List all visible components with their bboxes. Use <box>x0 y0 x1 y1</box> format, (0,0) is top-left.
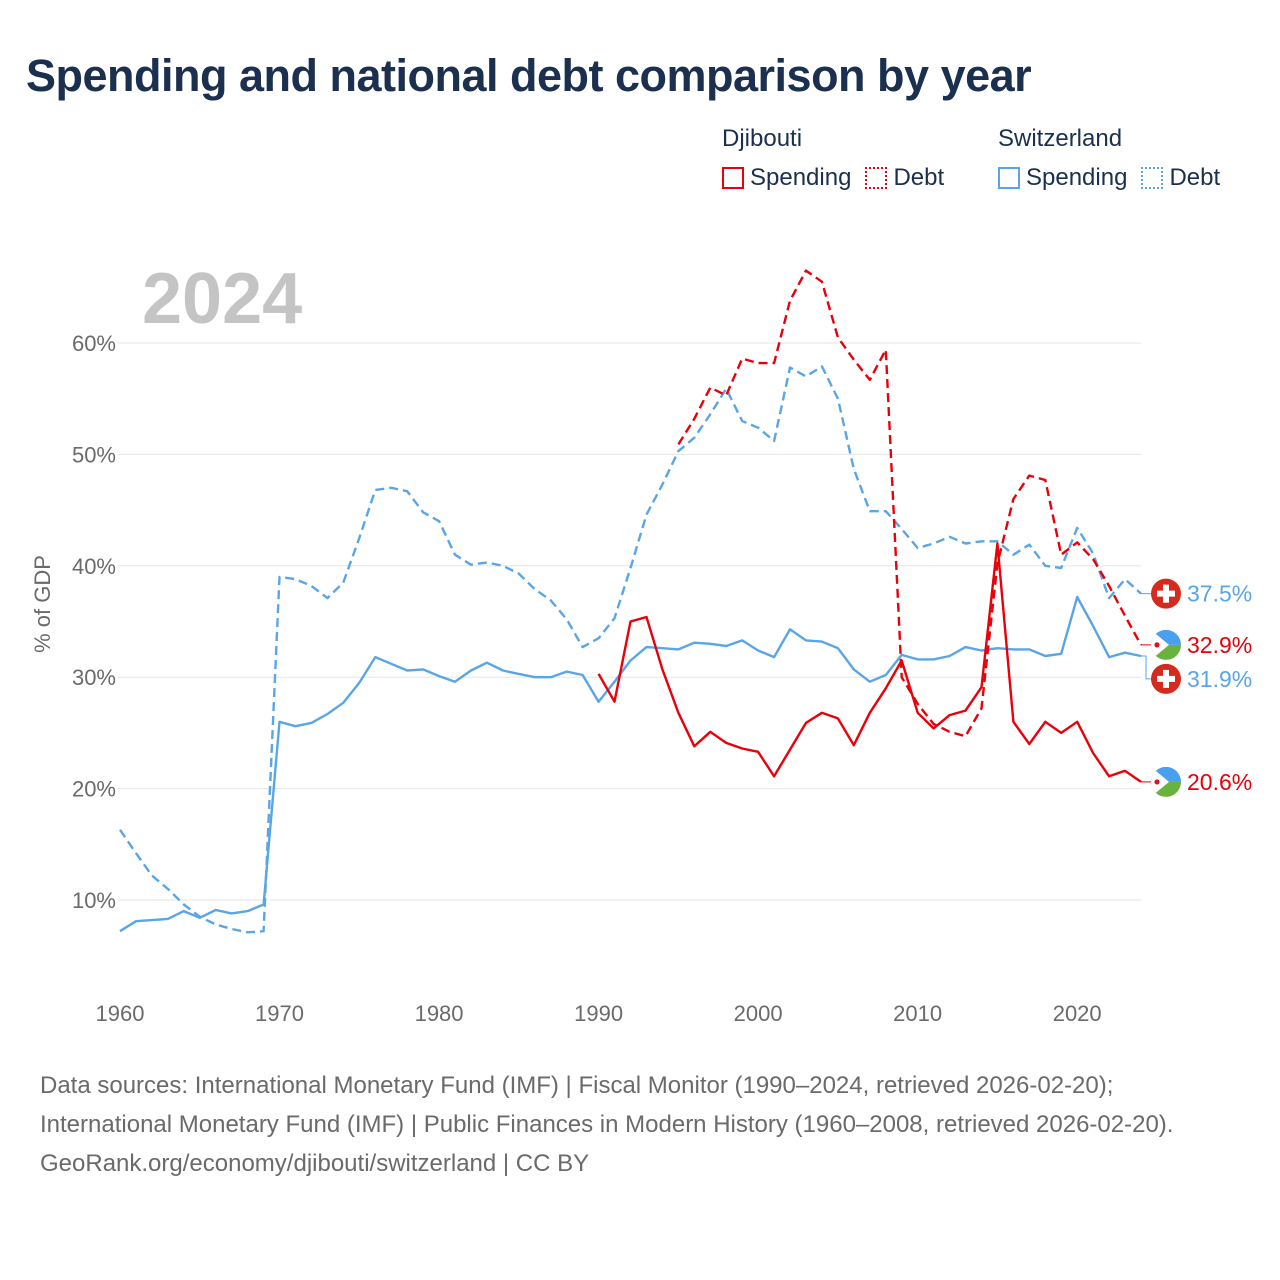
line-chart: 2024 % of GDP 10% 20% 30% 40% 50% 60% 1960 1970… <box>30 259 1252 1026</box>
x-tick-label: 1990 <box>574 1001 623 1026</box>
y-tick-label: 30% <box>72 665 116 690</box>
grid-lines <box>118 342 1141 901</box>
end-value-label: 37.5% <box>1187 581 1252 607</box>
end-value-label: 32.9% <box>1187 632 1252 658</box>
end-value-label: 31.9% <box>1187 666 1252 692</box>
legend-label: Debt <box>893 164 945 191</box>
switzerland-flag-icon <box>1151 578 1181 609</box>
legend-entry-djibouti-debt[interactable]: Debt <box>865 164 944 192</box>
y-tick-label: 20% <box>72 777 116 802</box>
x-tick-label: 2020 <box>1053 1001 1102 1026</box>
legend-entry-switzerland-spending[interactable]: Spending <box>998 164 1127 192</box>
legend-swatch-dotted <box>1141 167 1164 189</box>
legend-label: Spending <box>750 164 852 191</box>
x-tick-label: 2000 <box>734 1001 783 1026</box>
djibouti-flag-icon <box>1151 766 1181 797</box>
x-tick-label: 1970 <box>255 1001 304 1026</box>
legend-group-title: Djibouti <box>722 125 803 152</box>
legend-label: Debt <box>1169 164 1221 191</box>
x-tick-label: 1960 <box>96 1001 145 1026</box>
end-value-label: 20.6% <box>1187 769 1252 795</box>
axis-ticks: 10% 20% 30% 40% 50% 60% 1960 1970 1980 1990 2000 20… <box>72 331 1102 1026</box>
data-sources: Data sources: International Monetary Fun… <box>40 1072 1174 1138</box>
legend-group-title: Switzerland <box>998 125 1123 152</box>
year-watermark: 2024 <box>142 259 302 339</box>
y-tick-label: 60% <box>72 331 116 356</box>
series-line-switzerland-spending[interactable] <box>119 595 1142 933</box>
legend-entry-djibouti-spending[interactable]: Spending <box>722 164 851 192</box>
legend-group-switzerland: Switzerland Spending Debt <box>998 122 1220 192</box>
legend-swatch-dotted <box>865 167 888 189</box>
end-markers: 31.9% 37.5% 20.6% 32.9% <box>1141 578 1252 797</box>
footer: Data sources: International Monetary Fun… <box>40 1066 1240 1183</box>
credit: GeoRank.org/economy/djibouti/switzerland… <box>40 1150 590 1177</box>
legend-swatch-solid <box>722 167 744 189</box>
legend-swatch-solid <box>998 167 1020 189</box>
x-tick-label: 2010 <box>893 1001 942 1026</box>
legend-label: Spending <box>1026 164 1128 191</box>
x-tick-label: 1980 <box>415 1001 464 1026</box>
series-line-djibouti-spending[interactable] <box>597 542 1142 783</box>
series-line-switzerland-debt[interactable] <box>119 365 1142 934</box>
djibouti-flag-icon <box>1151 629 1181 660</box>
y-tick-label: 50% <box>72 442 116 467</box>
y-tick-label: 10% <box>72 888 116 913</box>
end-connector <box>1141 655 1151 680</box>
chart-title: Spending and national debt comparison by… <box>26 50 1032 101</box>
switzerland-flag-icon <box>1151 663 1181 694</box>
legend-group-djibouti: Djibouti Spending Debt <box>722 122 944 192</box>
legend-entry-switzerland-debt[interactable]: Debt <box>1141 164 1220 192</box>
series-line-djibouti-debt[interactable] <box>677 269 1143 738</box>
series-lines <box>119 269 1143 934</box>
y-axis-label: % of GDP <box>30 555 55 653</box>
y-tick-label: 40% <box>72 554 116 579</box>
